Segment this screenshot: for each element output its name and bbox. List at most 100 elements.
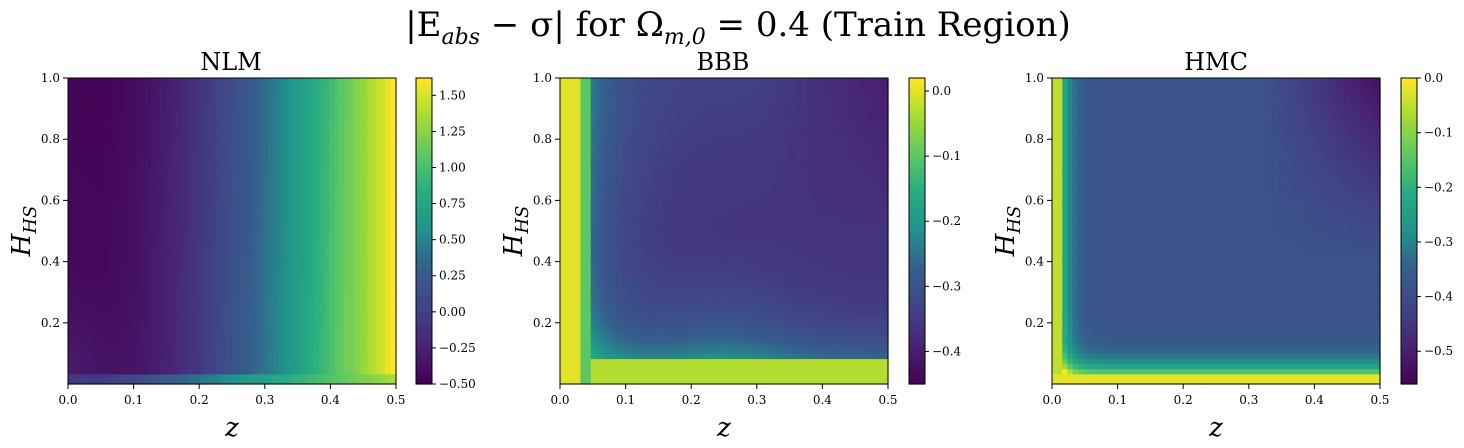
heatmap-cell [180, 78, 187, 84]
heatmap-cell [334, 236, 341, 242]
heatmap-cell [360, 215, 366, 222]
heatmap-cell [339, 282, 346, 288]
heatmap-cell [580, 266, 587, 273]
heatmap-cell [324, 373, 330, 380]
heatmap-cell [247, 236, 254, 242]
heatmap-cell [601, 83, 607, 89]
heatmap-cell [370, 190, 377, 196]
heatmap-cell [283, 93, 289, 99]
heatmap-cell [303, 144, 310, 150]
heatmap-cell [114, 108, 120, 115]
heatmap-cell [68, 93, 74, 99]
heatmap-cell [180, 246, 187, 252]
heatmap-cell [93, 276, 100, 283]
heatmap-cell [360, 220, 366, 227]
heatmap-cell [375, 353, 382, 360]
heatmap-cell [385, 358, 392, 365]
heatmap-cell [293, 98, 300, 105]
heatmap-cell [93, 327, 100, 334]
heatmap-cell [109, 174, 115, 181]
heatmap-cell [237, 103, 243, 110]
heatmap-cell [278, 282, 284, 288]
heatmap-cell [196, 169, 202, 176]
heatmap-cell [267, 174, 274, 181]
heatmap-cell [211, 282, 218, 288]
heatmap-cell [390, 108, 397, 115]
heatmap-cell [360, 164, 366, 171]
heatmap-cell [293, 276, 300, 283]
heatmap-cell [344, 236, 351, 242]
figure-title: |Eabs − σ| for Ωm,0 = 0.4 (Train Region) [405, 5, 1071, 50]
heatmap-cell [262, 139, 269, 145]
heatmap-cell [114, 195, 120, 201]
heatmap-cell [334, 373, 341, 380]
heatmap-cell [283, 149, 289, 156]
heatmap-cell [314, 297, 320, 303]
heatmap-cell [165, 205, 172, 212]
heatmap-cell [365, 83, 371, 89]
heatmap-cell [180, 297, 187, 303]
heatmap-cell [68, 358, 74, 365]
heatmap-cell [595, 164, 602, 171]
heatmap-cell [267, 292, 274, 298]
heatmap-cell [334, 118, 341, 125]
heatmap-cell [278, 200, 284, 207]
heatmap-cell [293, 154, 300, 161]
heatmap-cell [355, 174, 361, 181]
heatmap-cell [134, 164, 141, 171]
heatmap-cell [570, 297, 576, 303]
heatmap-cell [160, 195, 166, 201]
heatmap-cell [329, 378, 336, 385]
heatmap-cell [144, 205, 151, 212]
heatmap-cell [257, 139, 264, 145]
heatmap-cell [560, 139, 566, 145]
heatmap-cell [129, 343, 136, 349]
heatmap-cell [631, 271, 638, 278]
heatmap-cell [595, 338, 602, 344]
heatmap-cell [170, 246, 177, 252]
heatmap-cell [232, 353, 238, 360]
heatmap-cell [595, 185, 602, 191]
heatmap-cell [262, 113, 269, 120]
heatmap-cell [68, 210, 74, 217]
heatmap-cell [390, 282, 397, 288]
heatmap-cell [114, 246, 120, 252]
heatmap-cell [293, 373, 300, 380]
heatmap-cell [267, 353, 274, 360]
heatmap-cell [68, 256, 74, 263]
heatmap-cell [601, 302, 607, 309]
heatmap-cell [103, 108, 110, 115]
heatmap-cell [262, 215, 269, 222]
heatmap-cell [565, 276, 571, 283]
heatmap-cell [134, 118, 141, 125]
heatmap-cell [232, 88, 238, 94]
heatmap-cell [257, 246, 264, 252]
heatmap-cell [139, 93, 146, 99]
heatmap-cell [119, 322, 125, 329]
heatmap-cell [565, 236, 571, 242]
heatmap-cell [288, 363, 295, 370]
heatmap-cell [390, 302, 397, 309]
heatmap-cell [114, 123, 120, 130]
heatmap-cell [93, 144, 100, 150]
heatmap-cell [196, 287, 202, 293]
heatmap-cell [314, 358, 320, 365]
heatmap-cell [360, 368, 366, 375]
heatmap-cell [339, 159, 346, 166]
heatmap-cell [242, 185, 248, 191]
heatmap-cell [160, 83, 166, 89]
heatmap-cell [232, 327, 238, 334]
heatmap-cell [139, 256, 146, 263]
heatmap-cell [365, 358, 371, 365]
heatmap-cell [288, 368, 295, 375]
colorbar-segment [416, 200, 432, 205]
heatmap-cell [211, 322, 218, 329]
heatmap-cell [349, 236, 356, 242]
heatmap-cell [211, 134, 218, 140]
heatmap-cell [93, 180, 100, 186]
heatmap-cell [201, 353, 207, 360]
colorbar-segment [416, 135, 432, 140]
heatmap-cell [565, 251, 571, 258]
heatmap-cell [344, 164, 351, 171]
heatmap-cell [139, 205, 146, 212]
